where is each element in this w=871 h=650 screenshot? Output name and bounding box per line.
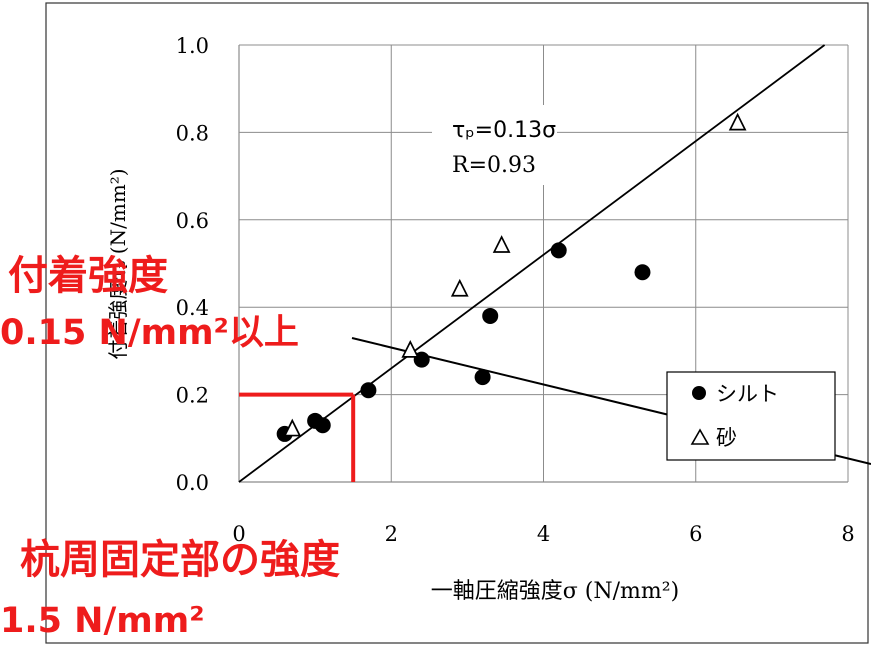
- equation-background: [432, 105, 557, 185]
- x-axis-title: 一軸圧縮強度σ (N/mm²): [431, 579, 679, 604]
- fixing-strength-value: 1.5 N/mm²: [0, 601, 205, 641]
- data-point-sand: [492, 235, 511, 253]
- regression-equation: τₚ=0.13σ: [452, 118, 556, 143]
- legend-label-sand: 砂: [716, 426, 737, 450]
- y-tick-label: 0.4: [176, 296, 209, 320]
- y-tick-label: 0.6: [176, 209, 209, 233]
- threshold-lines: [239, 392, 356, 482]
- regression-r-value: R=0.93: [452, 153, 536, 178]
- axes: [238, 45, 848, 483]
- legend-box: [666, 371, 836, 461]
- chart-frame: [45, 2, 869, 644]
- bond-strength-value: 0.15 N/mm²以上: [0, 313, 299, 353]
- data-point-sand: [401, 339, 420, 358]
- data-point-silt: [314, 417, 331, 434]
- data-point-silt: [634, 264, 651, 281]
- data-point-silt: [474, 369, 491, 386]
- data-point-sand: [450, 278, 469, 297]
- legend: シルト 砂: [666, 371, 836, 461]
- x-tick-label: 8: [841, 522, 854, 546]
- y-axis-title: 付着強度τₚ (N/mm²): [106, 168, 130, 359]
- x-tick-label: 2: [385, 522, 398, 546]
- x-tick-label: 6: [689, 522, 702, 546]
- legend-triangle-icon: [690, 428, 710, 445]
- y-tick-label: 1.0: [176, 34, 209, 58]
- fixing-strength-title: 杭周固定部の強度: [20, 537, 340, 583]
- data-points: [276, 112, 747, 442]
- data-point-silt: [550, 242, 567, 259]
- data-point-silt: [360, 382, 377, 399]
- data-point-sand: [728, 112, 747, 131]
- x-tick-label: 4: [537, 522, 550, 546]
- y-tick-label: 0.0: [176, 471, 209, 495]
- legend-label-silt: シルト: [716, 382, 779, 406]
- data-point-sand: [283, 418, 302, 437]
- bond-strength-title: 付着強度: [8, 253, 168, 299]
- legend-circle-icon: [692, 386, 706, 400]
- tick-labels: 0.0 0.2 0.4 0.6 0.8 1.0 0 2 4 6 8: [176, 34, 855, 546]
- data-point-silt: [482, 307, 499, 324]
- y-tick-label: 0.2: [176, 384, 209, 408]
- x-tick-label: 0: [232, 522, 245, 546]
- regression-line: [238, 44, 826, 483]
- y-tick-label: 0.8: [176, 121, 209, 145]
